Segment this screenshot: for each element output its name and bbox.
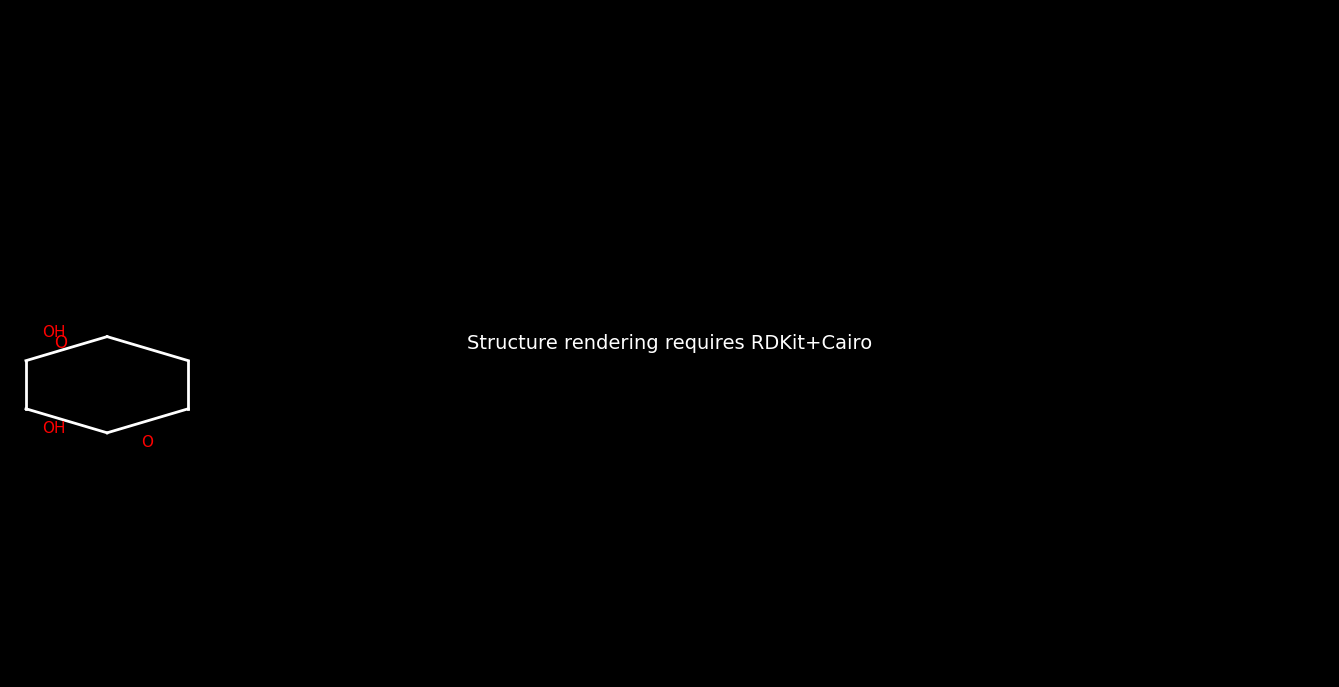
Text: Structure rendering requires RDKit+Cairo: Structure rendering requires RDKit+Cairo [467,334,872,353]
Text: O: O [142,435,153,449]
Text: OH: OH [42,421,66,436]
Text: O: O [54,334,67,352]
Text: OH: OH [42,325,66,339]
